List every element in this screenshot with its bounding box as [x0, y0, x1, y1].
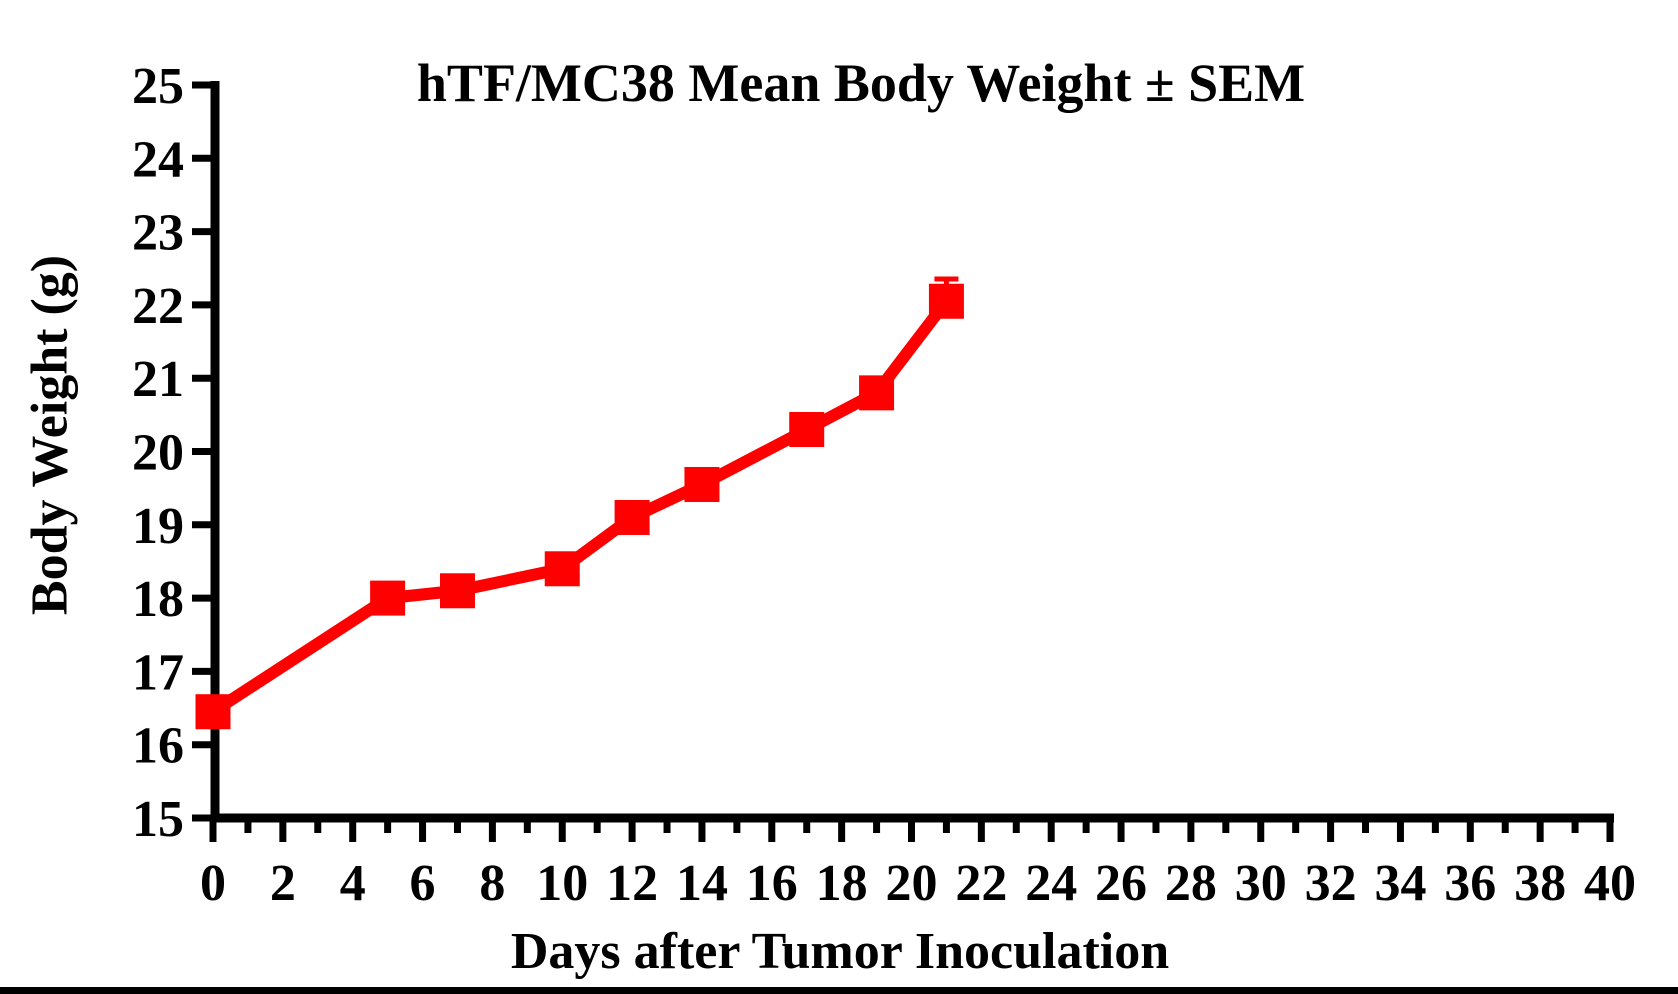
y-tick-label: 21	[132, 351, 184, 408]
bottom-border-bar	[0, 987, 1678, 994]
x-tick-label: 2	[270, 855, 296, 912]
x-tick-label: 0	[200, 855, 226, 912]
series-line	[209, 297, 952, 717]
y-tick-label: 17	[132, 644, 184, 701]
y-tick-label: 18	[132, 571, 184, 628]
chart-title: hTF/MC38 Mean Body Weight ± SEM	[416, 53, 1306, 113]
data-point-marker	[789, 412, 825, 448]
y-tick-label: 25	[132, 58, 184, 115]
x-axis-title: Days after Tumor Inoculation	[510, 923, 1170, 980]
x-tick-label: 36	[1444, 855, 1496, 912]
data-point-marker	[195, 694, 231, 730]
x-tick-label: 10	[536, 855, 588, 912]
x-tick-label: 22	[955, 855, 1007, 912]
x-tick-label: 20	[886, 855, 938, 912]
x-tick-label: 8	[479, 855, 505, 912]
data-point-marker	[544, 551, 580, 587]
y-tick-label: 20	[132, 425, 184, 482]
data-point-marker	[684, 466, 720, 502]
data-point-marker	[439, 573, 475, 609]
y-tick-label: 24	[132, 131, 184, 188]
x-tick-label: 16	[746, 855, 798, 912]
y-tick-label: 19	[132, 498, 184, 555]
data-point-marker	[928, 283, 964, 319]
x-tick-label: 28	[1165, 855, 1217, 912]
x-tick-label: 32	[1305, 855, 1357, 912]
x-tick-label: 26	[1095, 855, 1147, 912]
data-point-marker	[370, 580, 406, 616]
x-tick-label: 12	[606, 855, 658, 912]
x-tick-label: 40	[1584, 855, 1636, 912]
x-tick-label: 34	[1374, 855, 1426, 912]
x-tick-label: 6	[410, 855, 436, 912]
x-tick-label: 30	[1235, 855, 1287, 912]
y-tick-label: 15	[132, 791, 184, 848]
y-tick-label: 22	[132, 278, 184, 335]
x-tick-label: 14	[676, 855, 728, 912]
data-point-marker	[859, 375, 895, 411]
x-tick-label: 24	[1025, 855, 1077, 912]
x-tick-label: 18	[816, 855, 868, 912]
x-tick-label: 4	[340, 855, 366, 912]
x-tick-label: 38	[1514, 855, 1566, 912]
data-point-marker	[614, 499, 650, 535]
y-tick-label: 16	[132, 718, 184, 775]
y-tick-label: 23	[132, 205, 184, 262]
